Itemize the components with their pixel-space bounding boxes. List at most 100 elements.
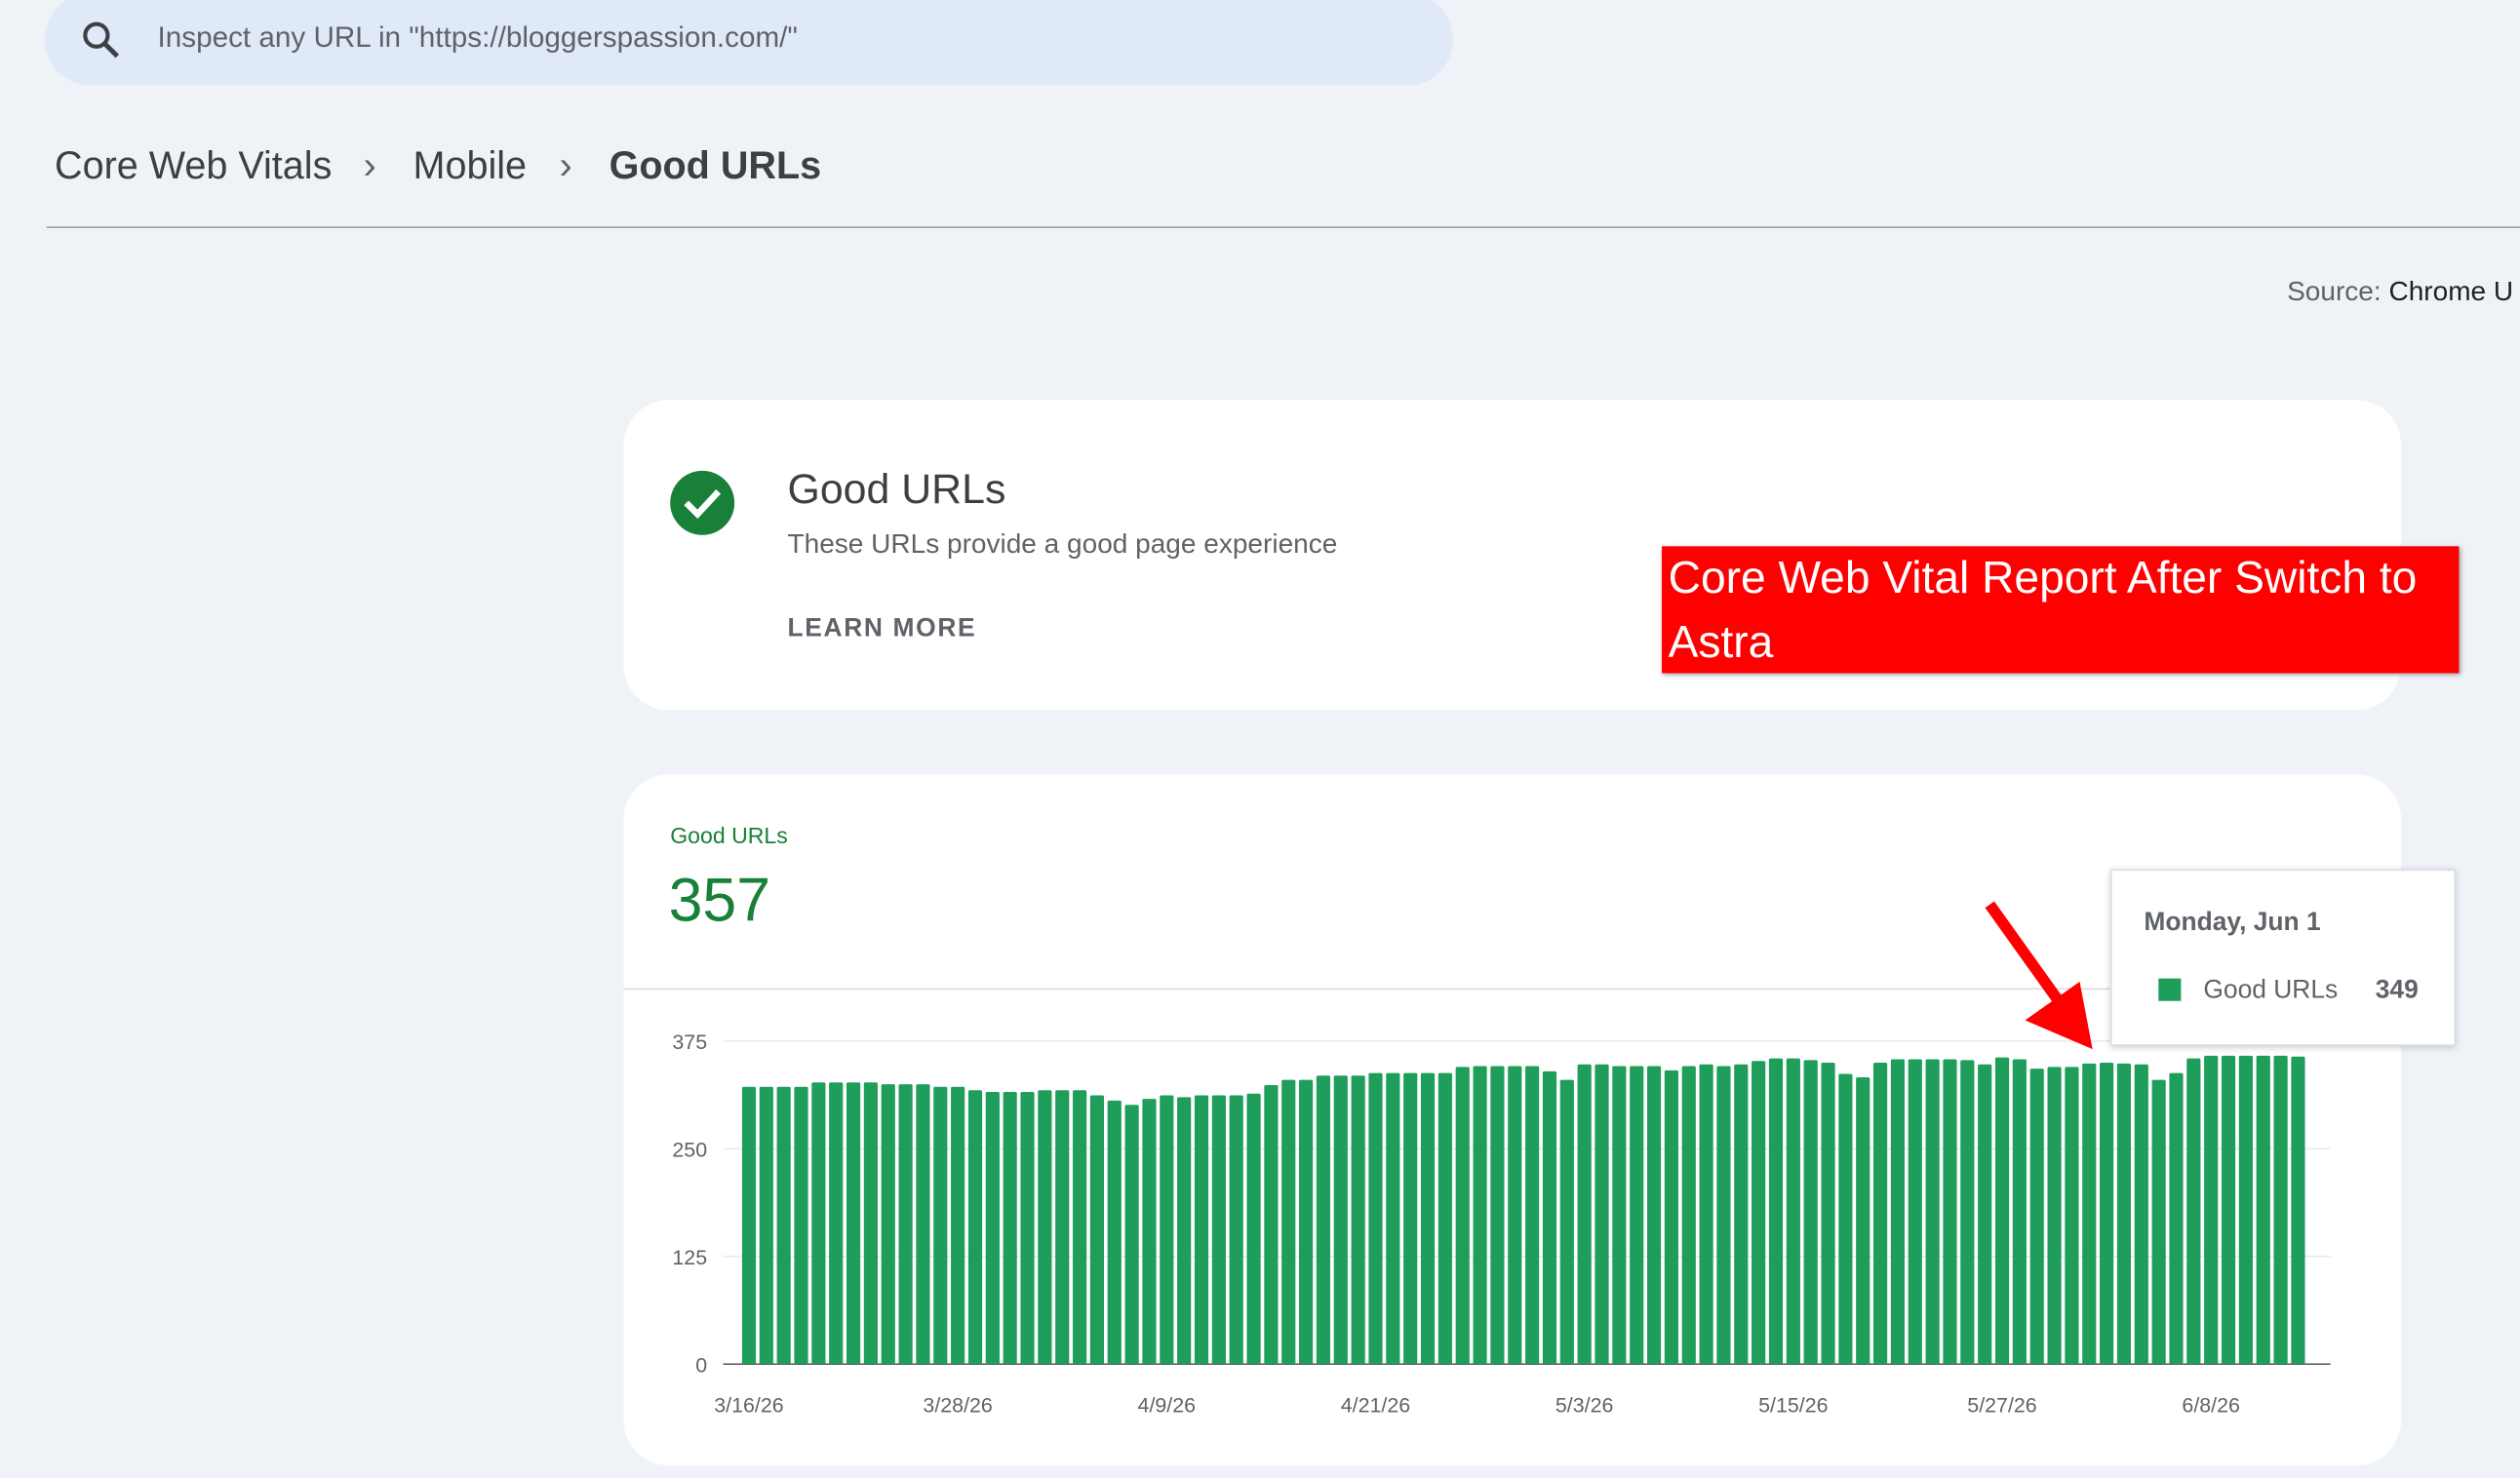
search-placeholder: Inspect any URL in "https://bloggerspass… (157, 20, 798, 54)
bar (1838, 1073, 1853, 1365)
divider (623, 988, 2402, 991)
source-label: Source: (2287, 276, 2382, 307)
bar (2100, 1062, 2114, 1365)
bar (811, 1082, 826, 1365)
bar (1403, 1072, 1418, 1365)
bar (1333, 1075, 1348, 1365)
bar (1160, 1095, 1174, 1365)
tooltip-value: 349 (2375, 976, 2419, 1004)
bar (1020, 1092, 1035, 1365)
bar (2082, 1063, 2097, 1365)
bar (898, 1084, 913, 1365)
status-description: These URLs provide a good page experienc… (787, 528, 1338, 560)
bar (1368, 1072, 1383, 1365)
bar (1872, 1062, 1888, 1365)
bar (1612, 1066, 1627, 1365)
x-tick-label: 5/27/26 (1967, 1394, 2036, 1418)
tooltip-swatch (2158, 978, 2182, 1001)
bar (1194, 1095, 1209, 1365)
bar (1786, 1058, 1800, 1365)
divider (46, 226, 2520, 229)
bar (2116, 1063, 2132, 1365)
bar (1681, 1066, 1696, 1365)
bar (1994, 1057, 2010, 1365)
bar (2134, 1064, 2148, 1365)
bar (1142, 1099, 1157, 1365)
tooltip: Monday, Jun 1 Good URLs 349 (2109, 869, 2457, 1046)
bar (1890, 1059, 1906, 1365)
bar (1960, 1060, 1975, 1365)
breadcrumb-sep: › (363, 144, 376, 188)
metric-label: Good URLs (670, 822, 788, 849)
breadcrumb[interactable]: Mobile (413, 144, 528, 188)
bar (985, 1092, 1000, 1365)
bar (1089, 1095, 1105, 1365)
bar (1281, 1079, 1296, 1365)
bar (2065, 1067, 2079, 1365)
bar (1455, 1067, 1470, 1365)
breadcrumb-sep: › (559, 144, 572, 188)
bar (794, 1086, 808, 1365)
bar (1437, 1072, 1452, 1365)
bar (967, 1090, 983, 1365)
bar (846, 1082, 861, 1365)
bar (829, 1082, 844, 1365)
bar (1559, 1079, 1574, 1365)
bar (1734, 1064, 1749, 1365)
bar (1908, 1059, 1922, 1365)
bar (1264, 1084, 1279, 1365)
learn-more[interactable]: LEARN MORE (787, 615, 977, 643)
bar (1246, 1093, 1261, 1365)
bar (881, 1084, 895, 1365)
bar (1299, 1079, 1314, 1365)
x-tick-label: 3/16/26 (714, 1394, 783, 1418)
tooltip-series: Good URLs (2203, 976, 2339, 1004)
bar (1542, 1070, 1557, 1365)
bar (1821, 1062, 1835, 1365)
bar (2186, 1058, 2201, 1365)
bar (2256, 1055, 2270, 1365)
bar (2012, 1059, 2027, 1365)
bar (1630, 1066, 1644, 1365)
bar (1525, 1066, 1540, 1365)
bar (916, 1084, 930, 1365)
arrow (1985, 901, 2093, 1050)
bar (2291, 1056, 2305, 1365)
check-icon (670, 470, 735, 535)
bar (1420, 1072, 1436, 1365)
bar (2047, 1067, 2062, 1365)
bar (2204, 1055, 2219, 1365)
bar (776, 1086, 791, 1365)
status-title: Good URLs (787, 464, 1006, 513)
bar (1351, 1075, 1365, 1365)
bar (2273, 1055, 2288, 1365)
bar (1124, 1105, 1139, 1365)
breadcrumb[interactable]: Core Web Vitals (55, 144, 333, 188)
x-tick-label: 6/8/26 (2182, 1394, 2240, 1418)
bar (1508, 1066, 1522, 1365)
breadcrumb-current: Good URLs (609, 144, 822, 188)
bar (1768, 1058, 1784, 1365)
y-tick-label: 125 (672, 1246, 707, 1269)
bar (1386, 1072, 1400, 1365)
bar (1229, 1095, 1243, 1365)
search-icon (83, 21, 120, 58)
bar (1003, 1092, 1017, 1365)
bar (1038, 1090, 1052, 1365)
bar (1490, 1066, 1505, 1365)
bar (1577, 1064, 1592, 1365)
bar (1716, 1066, 1731, 1365)
bar (759, 1086, 773, 1365)
y-tick-label: 0 (695, 1353, 707, 1377)
search-bar[interactable]: Inspect any URL in "https://bloggerspass… (45, 0, 1453, 86)
bar (2029, 1069, 2044, 1365)
tooltip-date: Monday, Jun 1 (2144, 909, 2321, 937)
bar (2151, 1079, 2166, 1365)
bar (2238, 1055, 2253, 1365)
bar (2221, 1055, 2236, 1365)
bar (1646, 1066, 1662, 1365)
x-tick-label: 5/3/26 (1555, 1394, 1614, 1418)
